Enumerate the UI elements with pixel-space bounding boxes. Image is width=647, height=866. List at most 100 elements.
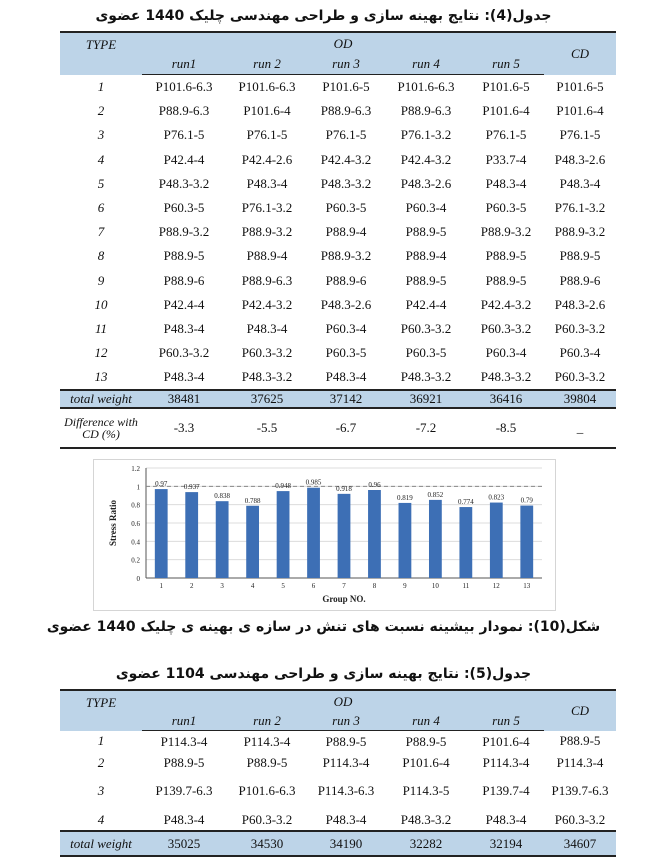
type-cell: 4 — [97, 811, 105, 827]
section-cell: P42.4-3.2 — [320, 151, 372, 167]
section-cell: P101.6-4 — [243, 103, 291, 119]
section-cell: P88.9-4 — [325, 224, 367, 240]
section-cell: P88.9-5 — [325, 733, 367, 749]
run-header: run1 — [142, 54, 226, 75]
section-cell: P88.9-5 — [163, 248, 205, 264]
data-label: 0.97 — [155, 480, 168, 488]
section-cell: P88.9-3.2 — [158, 224, 210, 240]
run-header: run 2 — [226, 54, 308, 75]
data-label: 0.918 — [336, 485, 352, 493]
y-axis-title: Stress Ratio — [108, 499, 118, 546]
table4: TYPE OD CD run1 run 2 run 3 run 4 run 5 … — [60, 31, 617, 450]
section-cell: P88.9-5 — [405, 733, 447, 749]
section-cell: P88.9-6.3 — [320, 103, 372, 119]
section-cell: P88.9-5 — [485, 272, 527, 288]
section-cell: P48.3-2.6 — [554, 296, 606, 312]
section-cell: P60.3-3.2 — [400, 320, 452, 336]
section-cell: P101.6-4 — [482, 733, 530, 749]
section-cell: P139.7-6.3 — [551, 783, 609, 798]
y-tick-label: 1 — [137, 483, 141, 491]
section-cell: P60.3-3.2 — [554, 369, 606, 385]
section-cell: P88.9-6.3 — [241, 272, 293, 288]
data-label: 0.774 — [458, 498, 474, 506]
table-row: 11 P48.3-4 P48.3-4 P60.3-4 P60.3-3.2 P60.3-3.… — [60, 317, 616, 341]
type-cell: 3 — [97, 783, 105, 798]
run-header: run 4 — [384, 54, 468, 75]
section-cell: P48.3-4 — [485, 811, 527, 827]
od-header: OD — [142, 690, 545, 712]
section-cell: P42.4-3.2 — [241, 296, 293, 312]
section-cell: P48.3-4 — [163, 320, 205, 336]
data-label: 0.823 — [488, 494, 504, 502]
data-label: 0.985 — [306, 479, 322, 487]
section-cell: P114.3-5 — [402, 783, 450, 798]
type-cell: 1 — [97, 78, 105, 94]
total-weight-cell: 37625 — [226, 389, 308, 410]
section-cell: P48.3-4 — [246, 320, 288, 336]
table-row: 7 P88.9-3.2 P88.9-3.2 P88.9-4 P88.9-5 P88.9-3… — [60, 220, 616, 244]
section-cell: P42.4-4 — [163, 296, 205, 312]
run-header: run 3 — [308, 712, 384, 731]
section-cell: P101.6-5 — [556, 78, 604, 94]
y-tick-label: 0.8 — [131, 502, 140, 510]
type-cell: 11 — [94, 320, 108, 336]
bar — [398, 502, 412, 578]
total-weight-cell: 37142 — [308, 389, 384, 410]
section-cell: P88.9-3.2 — [241, 224, 293, 240]
total-weight-cell: 34190 — [308, 830, 384, 857]
section-cell: P88.9-6 — [559, 272, 601, 288]
table-row: 9 P88.9-6 P88.9-6.3 P88.9-6 P88.9-5 P88.9-5 P8… — [60, 269, 616, 293]
y-tick-label: 0.4 — [131, 538, 140, 546]
section-cell: P48.3-3.2 — [400, 811, 452, 827]
y-tick-label: 0.2 — [131, 557, 140, 565]
section-cell: P42.4-4 — [405, 296, 447, 312]
type-cell: 2 — [97, 103, 105, 119]
total-weight-cell: 32282 — [384, 830, 468, 857]
table-row: 4 P42.4-4 P42.4-2.6 P42.4-3.2 P42.4-3.2 P33.7… — [60, 148, 616, 172]
section-cell: P101.6-4 — [556, 103, 604, 119]
section-cell: P42.4-4 — [163, 151, 205, 167]
section-cell: P48.3-4 — [485, 175, 527, 191]
section-cell: P48.3-4 — [325, 811, 367, 827]
x-tick-label: 1 — [159, 582, 163, 590]
x-tick-label: 13 — [523, 582, 531, 590]
section-cell: P114.3-4 — [556, 754, 604, 770]
section-cell: P88.9-4 — [246, 248, 288, 264]
section-cell: P76.1-5 — [485, 127, 527, 143]
y-tick-label: 0 — [137, 575, 141, 583]
section-cell: P88.9-5 — [485, 248, 527, 264]
section-cell: P88.9-5 — [559, 248, 601, 264]
section-cell: P88.9-3.2 — [554, 224, 606, 240]
difference-label: Difference with CD (%) — [60, 408, 142, 450]
section-cell: P88.9-3.2 — [320, 248, 372, 264]
section-cell: P101.6-4 — [482, 103, 530, 119]
bar — [185, 492, 199, 578]
total-weight-cell: 38481 — [142, 389, 226, 410]
type-cell: 7 — [97, 224, 105, 240]
x-tick-label: 7 — [342, 582, 346, 590]
type-header: TYPE — [60, 690, 142, 731]
bar — [459, 507, 473, 578]
type-header: TYPE — [60, 32, 142, 75]
section-cell: P88.9-5 — [559, 733, 601, 749]
section-cell: P48.3-4 — [559, 175, 601, 191]
section-cell: P101.6-6.3 — [238, 79, 296, 95]
section-cell: P60.3-3.2 — [480, 320, 532, 336]
section-cell: P60.3-3.2 — [158, 345, 210, 361]
type-cell: 2 — [97, 754, 105, 770]
type-cell: 13 — [94, 369, 108, 385]
section-cell: P88.9-3.2 — [480, 224, 532, 240]
type-cell: 6 — [97, 200, 105, 216]
x-tick-label: 2 — [190, 582, 194, 590]
section-cell: P48.3-3.2 — [241, 369, 293, 385]
section-cell: P48.3-2.6 — [320, 296, 372, 312]
x-tick-label: 10 — [432, 582, 440, 590]
difference-cell: -6.7 — [308, 408, 384, 450]
run-header: run 4 — [384, 712, 468, 731]
total-weight-cell: 36921 — [384, 389, 468, 410]
type-cell: 12 — [94, 345, 108, 361]
section-cell: P88.9-5 — [405, 224, 447, 240]
section-cell: P60.3-3.2 — [554, 320, 606, 336]
section-cell: P101.6-4 — [402, 754, 450, 770]
table4-caption: جدول(4): نتایج بهینه سازی و طراحی مهندسی… — [95, 8, 552, 24]
